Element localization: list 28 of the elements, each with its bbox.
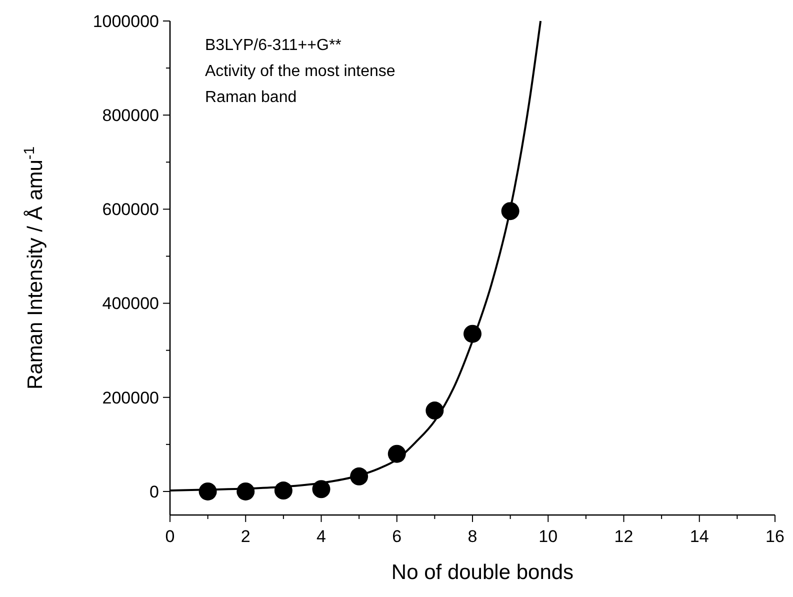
x-tick-label: 12: [614, 527, 634, 546]
x-axis-title: No of double bonds: [391, 561, 574, 584]
x-tick-label: 2: [240, 527, 250, 546]
point: [236, 482, 255, 500]
y-tick-label: 400000: [102, 294, 159, 314]
y-tick-label: 1000000: [92, 12, 159, 31]
point: [350, 467, 368, 486]
annotation: Activity of the most intense: [205, 63, 396, 80]
point: [274, 482, 292, 500]
x-tick-label: 16: [766, 527, 784, 546]
x-tick-label: 4: [316, 527, 326, 546]
y-tick-label: 200000: [102, 388, 159, 408]
point: [501, 202, 520, 220]
annotation: B3LYP/6-311++G**: [205, 37, 342, 54]
x-tick-label: 10: [538, 527, 558, 546]
x-tick-label: 6: [392, 527, 402, 546]
y-tick-label: 0: [150, 482, 159, 502]
point: [388, 444, 406, 463]
annotation: Raman band: [205, 89, 297, 106]
y-tick-label: 600000: [102, 200, 159, 220]
point: [312, 480, 330, 498]
x-tick-label: 0: [165, 527, 175, 546]
y-tick-label: 800000: [102, 106, 159, 126]
x-tick-label: 14: [690, 527, 709, 546]
point: [198, 482, 217, 500]
point: [464, 324, 482, 343]
point: [426, 402, 444, 420]
x-tick-label: 8: [468, 527, 478, 546]
